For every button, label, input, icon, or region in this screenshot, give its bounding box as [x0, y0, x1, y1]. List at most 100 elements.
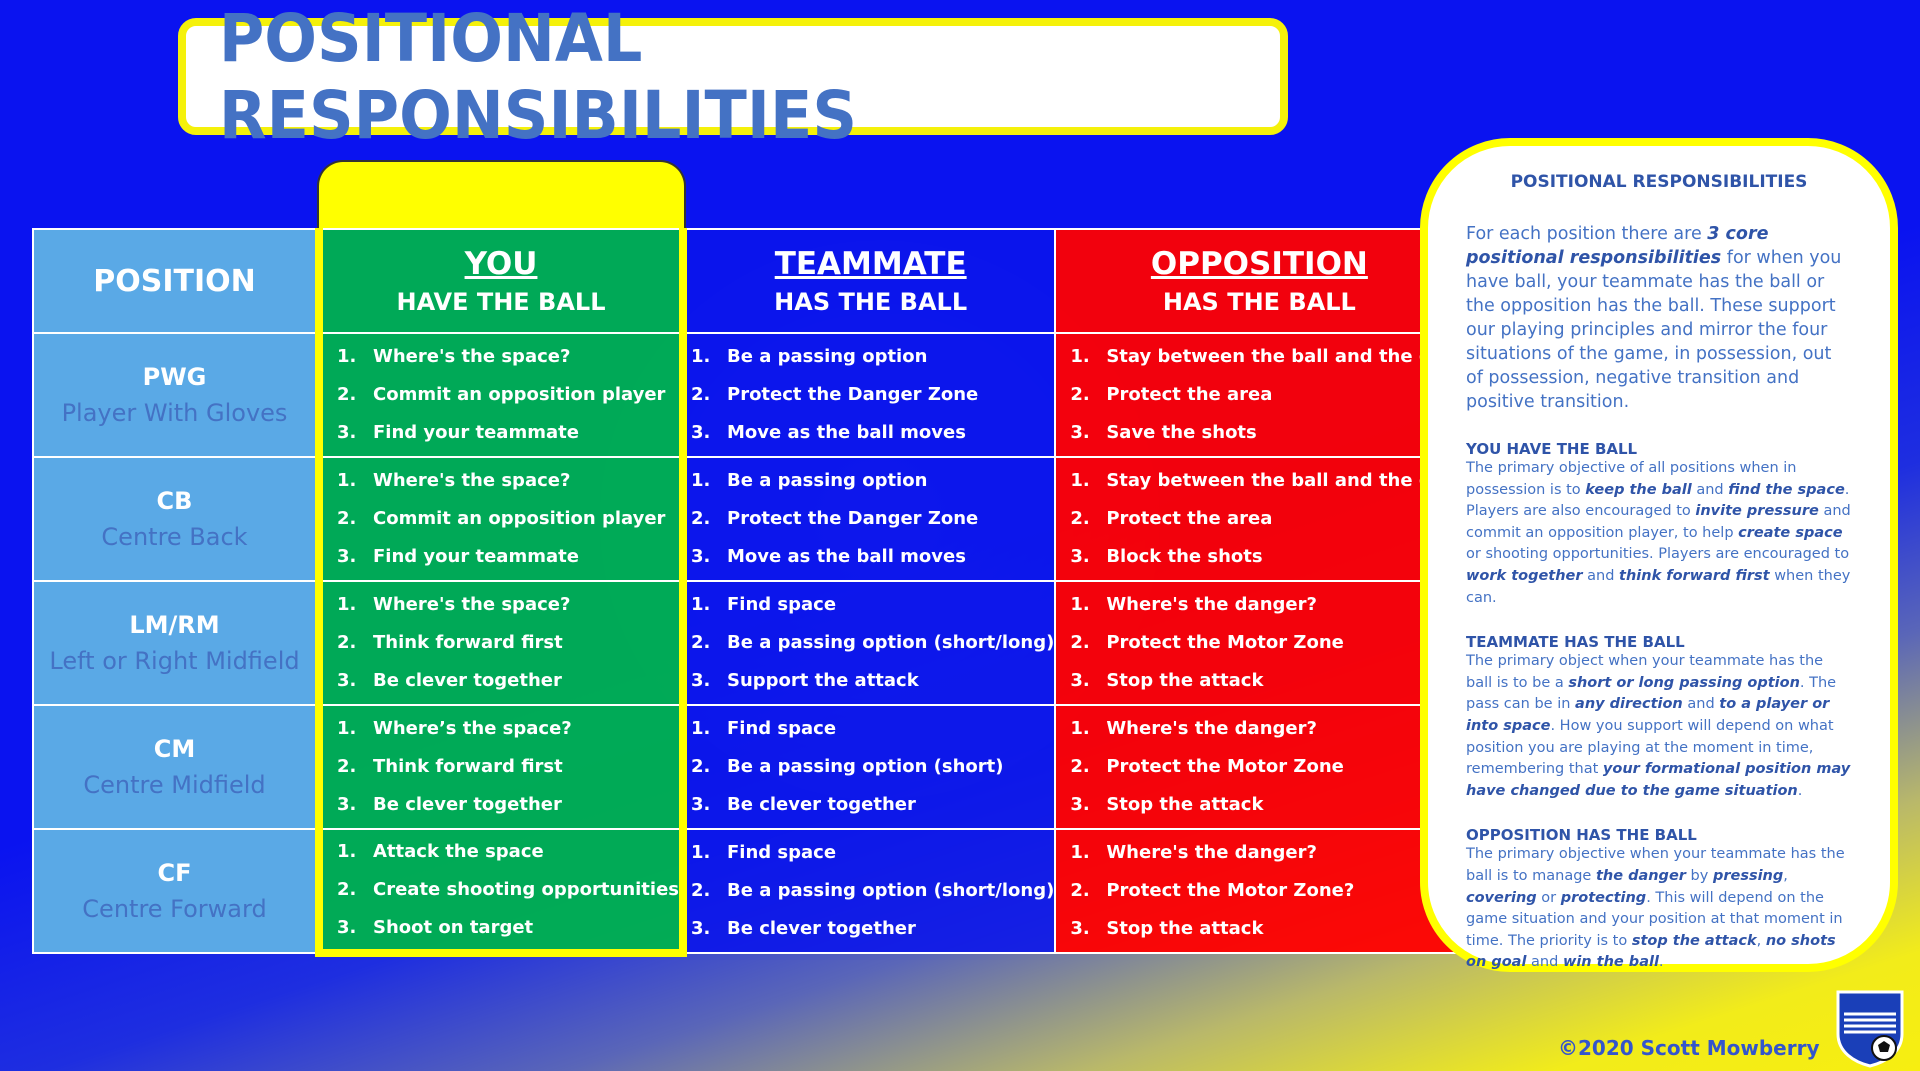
table-header-row: POSITION YOU HAVE THE BALL TEAMMATE HAS …: [32, 228, 1465, 334]
item-text: Find space: [727, 842, 837, 863]
item-text: Block the shots: [1106, 546, 1263, 567]
emphasis-text: keep the ball: [1585, 481, 1692, 498]
teammate-cell: 1. Be a passing option 2. Protect the Dange…: [681, 456, 1057, 582]
teammate-cell: 1. Find space 2. Be a passing option (short…: [681, 704, 1057, 830]
item-text: Find your teammate: [373, 546, 579, 567]
position-cell: PWG Player With Gloves: [32, 332, 320, 458]
body-text: for when you have ball, your teammate ha…: [1466, 248, 1842, 412]
emphasis-text: any direction: [1575, 696, 1683, 713]
you-cell: 1. Attack the space 2. Create shooting oppo…: [315, 828, 687, 957]
list-item: 1. Where's the danger?: [1070, 718, 1317, 739]
list-item: 3. Support the attack: [691, 670, 919, 691]
list-item: 1. Be a passing option: [691, 346, 928, 367]
list-item: 2. Protect the Motor Zone?: [1070, 880, 1355, 901]
item-text: Stop the attack: [1106, 670, 1264, 691]
opposition-list: 1. Where's the danger? 2. Protect the Motor…: [1056, 710, 1462, 824]
item-text: Be a passing option (short/long): [727, 632, 1055, 653]
opposition-header-subtitle: HAS THE BALL: [1162, 288, 1356, 316]
position-abbreviation: CF: [157, 859, 192, 887]
opposition-cell: 1. Stay between the ball and the goal 2. Pr…: [1054, 332, 1465, 458]
you-list: 1. Attack the space 2. Create shooting oppo…: [323, 833, 679, 947]
position-name: Left or Right Midfield: [49, 647, 300, 675]
body-text: or: [1536, 889, 1561, 906]
section-text-opposition: The primary objective when your teammate…: [1466, 844, 1852, 974]
table-row: PWG Player With Gloves 1. Where's the space…: [32, 332, 1465, 458]
item-text: Protect the area: [1106, 508, 1273, 529]
you-cell: 1. Where's the space? 2. Commit an oppositi…: [315, 332, 687, 458]
teammate-list: 1. Find space 2. Be a passing option (short…: [687, 834, 1054, 948]
list-item: 1. Be a passing option: [691, 470, 928, 491]
item-text: Be a passing option: [727, 346, 928, 367]
list-item: 1. Where's the space?: [337, 470, 571, 491]
body-text: ,: [1756, 932, 1766, 949]
emphasis-text: short or long passing option: [1568, 674, 1800, 691]
item-text: Move as the ball moves: [727, 422, 966, 443]
section-heading-opposition: OPPOSITION HAS THE BALL: [1466, 826, 1697, 845]
item-text: Stay between the ball and the goal: [1106, 470, 1463, 491]
title-banner: POSITIONAL RESPONSIBILITIES: [178, 0, 1288, 154]
list-item: 1. Where's the danger?: [1070, 594, 1317, 615]
list-item: 3. Be clever together: [337, 794, 562, 815]
body-text: .: [1658, 954, 1664, 971]
opposition-list: 1. Stay between the ball and the goal 2. Pr…: [1056, 338, 1462, 452]
item-text: Stay between the ball and the goal: [1106, 346, 1463, 367]
body-text: by: [1685, 867, 1713, 884]
item-text: Where's the danger?: [1106, 718, 1317, 739]
list-item: 3. Be clever together: [337, 670, 562, 691]
emphasis-text: the danger: [1595, 867, 1686, 884]
emphasis-text: to a player or into space: [1466, 696, 1830, 734]
list-item: 3. Stop the attack: [1070, 794, 1264, 815]
list-item: 1. Stay between the ball and the goal: [1070, 470, 1463, 491]
list-item: 2. Protect the area: [1070, 384, 1273, 405]
list-item: 3. Find your teammate: [337, 546, 579, 567]
position-abbreviation: CB: [156, 487, 193, 515]
list-item: 2. Think forward first: [337, 756, 563, 777]
emphasis-text: think forward first: [1619, 567, 1770, 584]
list-item: 2. Protect the Motor Zone: [1070, 756, 1344, 777]
emphasis-text: stop the attack: [1631, 932, 1757, 949]
position-header: POSITION: [32, 228, 320, 334]
you-column-highlight-tab: [317, 160, 686, 230]
you-list: 1. Where's the space? 2. Think forward firs…: [323, 586, 679, 700]
club-crest-icon: [1836, 990, 1904, 1068]
item-text: Think forward first: [373, 632, 563, 653]
page-title: POSITIONAL RESPONSIBILITIES: [218, 0, 858, 154]
item-text: Where's the danger?: [1106, 594, 1317, 615]
list-item: 2. Think forward first: [337, 632, 563, 653]
position-abbreviation: LM/RM: [129, 611, 220, 639]
teammate-list: 1. Find space 2. Be a passing option (short…: [687, 710, 1054, 824]
body-text: . Players are also encouraged to: [1466, 481, 1850, 520]
teammate-list: 1. Be a passing option 2. Protect the Dange…: [687, 338, 1054, 452]
list-item: 3. Find your teammate: [337, 422, 579, 443]
emphasis-text: covering: [1466, 889, 1537, 906]
opposition-header: OPPOSITION HAS THE BALL: [1054, 228, 1465, 334]
item-text: Be clever together: [727, 794, 916, 815]
you-list: 1. Where’s the space? 2. Think forward firs…: [323, 710, 679, 824]
body-text: when they can.: [1466, 567, 1851, 606]
opposition-list: 1. Stay between the ball and the goal 2. Pr…: [1056, 462, 1462, 576]
list-item: 3. Save the shots: [1070, 422, 1257, 443]
item-text: Be a passing option: [727, 470, 928, 491]
item-text: Where's the space?: [373, 346, 571, 367]
you-cell: 1. Where's the space? 2. Think forward firs…: [315, 580, 687, 706]
body-text: The primary objective when your teammate…: [1466, 846, 1845, 884]
position-cell: CF Centre Forward: [32, 828, 320, 954]
section-heading-teammate: TEAMMATE HAS THE BALL: [1466, 633, 1685, 652]
item-text: Protect the Danger Zone: [727, 384, 979, 405]
teammate-header-subtitle: HAS THE BALL: [774, 288, 968, 316]
emphasis-text: invite pressure: [1695, 503, 1819, 520]
emphasis-text: your formational position may have chang…: [1466, 761, 1851, 799]
list-item: 2. Protect the area: [1070, 508, 1273, 529]
item-text: Be clever together: [727, 918, 916, 939]
position-cell: CM Centre Midfield: [32, 704, 320, 830]
table-row: LM/RM Left or Right Midfield 1. Where's the…: [32, 580, 1465, 706]
emphasis-text: pressing: [1712, 867, 1784, 884]
item-text: Protect the Motor Zone?: [1106, 880, 1355, 901]
emphasis-text: work together: [1466, 567, 1583, 584]
table-row: CB Centre Back 1. Where's the space? 2. Commi…: [32, 456, 1465, 582]
teammate-cell: 1. Be a passing option 2. Protect the Dange…: [681, 332, 1057, 458]
item-text: Think forward first: [373, 756, 563, 777]
list-item: 2. Be a passing option (short): [691, 756, 1004, 777]
body-text: and: [1582, 567, 1620, 584]
emphasis-text: protecting: [1560, 889, 1647, 906]
